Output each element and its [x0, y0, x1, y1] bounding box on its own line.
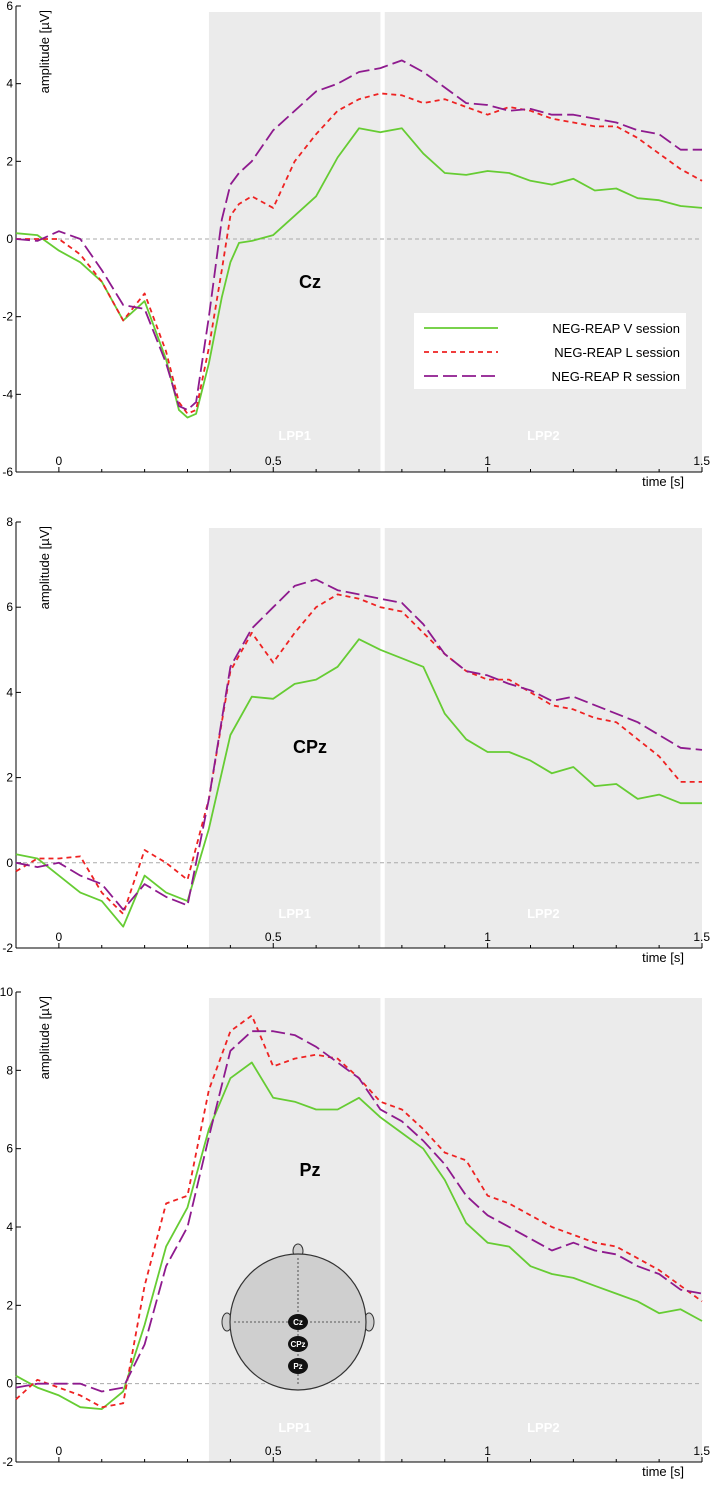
window-label-lpp1: LPP1	[278, 906, 311, 921]
window-band-lpp2	[384, 528, 702, 948]
electrode-dot-cpz	[288, 1336, 308, 1352]
y-axis-label: amplitude [µV]	[37, 10, 52, 93]
x-tick-label: 0.5	[265, 1444, 282, 1458]
window-label-lpp2: LPP2	[527, 906, 560, 921]
x-tick-label: 1.5	[693, 1444, 710, 1458]
window-label-lpp1: LPP1	[278, 1420, 311, 1435]
y-tick-label: 10	[0, 985, 13, 999]
series-line-v	[15, 638, 702, 928]
y-tick-label: 2	[6, 1298, 13, 1312]
x-tick-label: 0	[56, 1444, 63, 1458]
legend-box	[414, 313, 686, 389]
y-tick-label: 8	[6, 515, 13, 529]
x-axis-label: time [s]	[642, 1464, 684, 1479]
window-band-lpp1	[208, 998, 381, 1462]
electrode-dot-pz	[288, 1358, 308, 1374]
electrode-label-pz: Pz	[293, 1362, 302, 1371]
legend-entry: NEG-REAP V session	[552, 321, 680, 336]
y-axis-label: amplitude [µV]	[37, 526, 52, 609]
window-band-lpp2	[384, 998, 702, 1462]
series-line-l	[15, 593, 702, 915]
y-tick-label: -2	[2, 1455, 13, 1469]
window-label-lpp2: LPP2	[527, 428, 560, 443]
y-tick-label: 6	[6, 600, 13, 614]
panel-cpz: LPP1 LPP2 -2 0 2 4 6 8 amplitude [µV] 0 0.5 1 1.5 tim…	[2, 515, 710, 965]
x-tick-label: 0.5	[265, 454, 282, 468]
series-line-r	[15, 1030, 703, 1393]
y-tick-label: 0	[6, 1377, 13, 1391]
series-line-r	[15, 578, 703, 911]
x-tick-label: 1.5	[693, 930, 710, 944]
series-line-v	[15, 127, 703, 419]
series-line-r	[15, 59, 702, 411]
series-line-l	[16, 92, 703, 415]
series-line-v	[15, 1061, 703, 1410]
x-tick-label: 0.5	[265, 930, 282, 944]
channel-label: CPz	[293, 737, 327, 757]
x-tick-label: 0	[56, 930, 63, 944]
electrode-dot-cz	[288, 1314, 308, 1330]
y-tick-label: 6	[6, 1142, 13, 1156]
x-axis-label: time [s]	[642, 950, 684, 965]
window-band-lpp1	[208, 528, 381, 948]
x-tick-label: 0	[56, 454, 63, 468]
x-tick-label: 1	[484, 930, 491, 944]
y-tick-label: 4	[6, 1220, 13, 1234]
x-axis-label: time [s]	[642, 474, 684, 489]
x-tick-label: 1	[484, 1444, 491, 1458]
electrode-map: Cz CPz Pz	[221, 1243, 375, 1391]
window-band-lpp2	[384, 12, 702, 472]
y-tick-label: 6	[6, 0, 13, 13]
y-tick-label: -2	[2, 941, 13, 955]
channel-label: Cz	[299, 272, 321, 292]
y-tick-label: -4	[2, 387, 13, 401]
channel-label: Pz	[299, 1160, 320, 1180]
electrode-label-cz: Cz	[293, 1318, 303, 1327]
electrode-label-cpz: CPz	[290, 1340, 305, 1349]
y-tick-label: -6	[2, 465, 13, 479]
legend-entry: NEG-REAP R session	[552, 369, 680, 384]
y-tick-label: 4	[6, 685, 13, 699]
y-tick-label: -2	[2, 310, 13, 324]
panel-cz: LPP1 LPP2 -6 -4 -2 0 2 4 6 amplitude [µV] 0 0.5 1 1.5…	[2, 0, 710, 489]
y-tick-label: 2	[6, 154, 13, 168]
y-tick-label: 4	[6, 77, 13, 91]
y-tick-label: 0	[6, 856, 13, 870]
y-tick-label: 2	[6, 771, 13, 785]
y-axis-label: amplitude [µV]	[37, 996, 52, 1079]
x-tick-label: 1	[484, 454, 491, 468]
legend: NEG-REAP V session NEG-REAP L session NEG-…	[414, 313, 686, 389]
y-tick-label: 8	[6, 1063, 13, 1077]
window-label-lpp1: LPP1	[278, 428, 311, 443]
panel-pz: LPP1 LPP2 -2 0 2 4 6 8 10 amplitude [µV] 0 0.5 1 1.5 t…	[0, 985, 710, 1479]
window-band-lpp1	[208, 12, 381, 472]
x-tick-label: 1.5	[693, 454, 710, 468]
y-tick-label: 0	[6, 232, 13, 246]
legend-entry: NEG-REAP L session	[554, 345, 680, 360]
window-label-lpp2: LPP2	[527, 1420, 560, 1435]
